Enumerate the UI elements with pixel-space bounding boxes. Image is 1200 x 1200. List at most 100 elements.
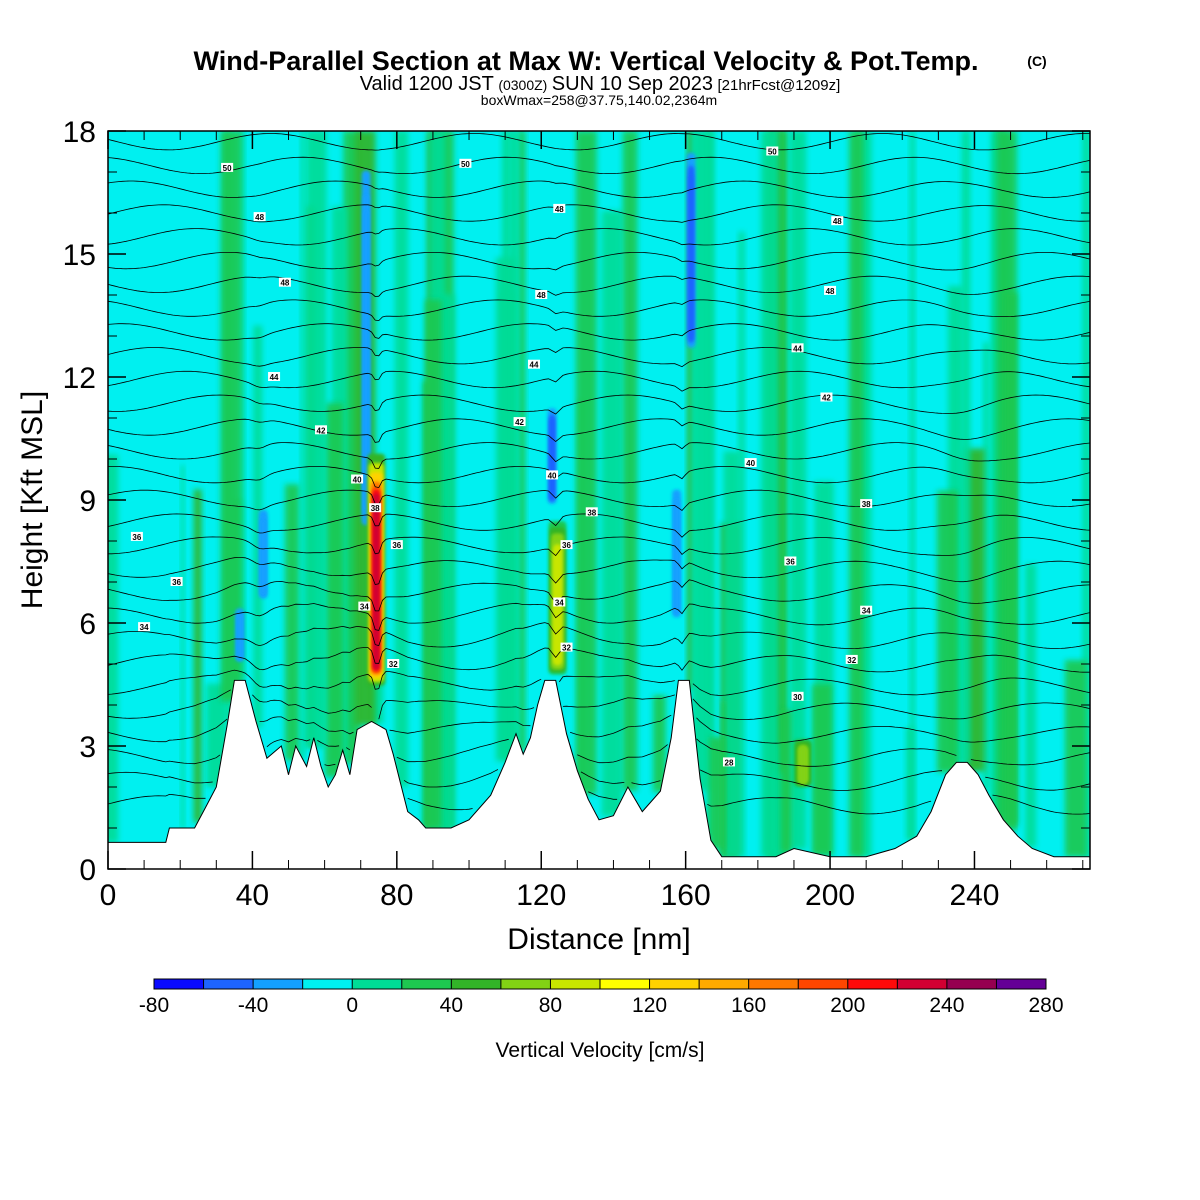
terrain-mask xyxy=(108,679,1090,869)
theta-contour-label: 42 xyxy=(820,392,833,403)
theta-contour-label: 40 xyxy=(546,470,559,480)
velocity-streak xyxy=(305,131,327,748)
updraft-core xyxy=(799,747,807,784)
valid-utc: (0300Z) xyxy=(498,77,547,93)
svg-text:36: 36 xyxy=(172,578,181,587)
svg-text:50: 50 xyxy=(461,160,470,169)
svg-text:36: 36 xyxy=(786,558,795,567)
velocity-streak xyxy=(300,131,305,760)
svg-text:44: 44 xyxy=(793,344,802,353)
svg-text:38: 38 xyxy=(371,504,380,513)
velocity-streak xyxy=(220,131,242,702)
svg-text:48: 48 xyxy=(826,287,835,296)
theta-contour-label: 40 xyxy=(351,474,364,485)
svg-text:32: 32 xyxy=(847,656,856,665)
colorbar-swatch xyxy=(649,979,700,989)
velocity-streak xyxy=(1025,563,1037,848)
colorbar-label: Vertical Velocity [cm/s] xyxy=(496,1039,705,1062)
y-tick-label: 0 xyxy=(79,854,96,887)
theta-contour-label: 32 xyxy=(387,659,400,669)
velocity-streak xyxy=(1082,131,1090,857)
colorbar-swatch xyxy=(203,979,254,989)
svg-text:50: 50 xyxy=(223,164,232,173)
theta-contour xyxy=(108,133,1090,151)
theta-contour-label: 36 xyxy=(560,540,573,550)
x-tick-label: 0 xyxy=(100,879,117,912)
colorbar-tick-label: 80 xyxy=(539,994,562,1017)
x-tick-label: 160 xyxy=(661,879,711,912)
velocity-streak xyxy=(709,737,725,850)
valid-line: Valid 1200 JST (0300Z) SUN 10 Sep 2023 [… xyxy=(360,73,841,95)
theta-contour xyxy=(108,275,1090,298)
colorbar-swatch xyxy=(451,979,502,989)
svg-text:38: 38 xyxy=(587,508,596,517)
velocity-streak xyxy=(180,465,185,828)
velocity-streak xyxy=(1064,660,1087,857)
theta-contour-label: 42 xyxy=(315,425,328,435)
velocity-streak xyxy=(285,484,300,761)
theta-contour-label: 36 xyxy=(390,540,403,550)
velocity-streak xyxy=(501,291,514,756)
svg-text:28: 28 xyxy=(725,758,734,767)
velocity-streak xyxy=(518,131,526,751)
velocity-streak xyxy=(238,131,245,681)
svg-text:48: 48 xyxy=(555,205,564,214)
theta-contour-label: 50 xyxy=(221,162,234,173)
valid-date: SUN 10 Sep 2023 xyxy=(552,73,713,95)
y-tick-label: 6 xyxy=(79,608,96,641)
theta-contour-label: 44 xyxy=(791,343,804,353)
velocity-streak xyxy=(849,131,864,857)
x-tick-label: 120 xyxy=(516,879,566,912)
field-background xyxy=(108,131,1090,869)
downdraft-core xyxy=(674,503,679,612)
colorbar-swatch xyxy=(847,979,898,989)
y-tick-label: 15 xyxy=(63,239,96,272)
svg-text:36: 36 xyxy=(392,541,401,550)
svg-text:36: 36 xyxy=(132,533,141,542)
theta-contour-label: 44 xyxy=(528,359,541,370)
theta-contour-label: 36 xyxy=(784,556,797,567)
velocity-streak xyxy=(706,131,715,837)
velocity-streak xyxy=(394,131,409,787)
theta-contour xyxy=(108,557,1090,585)
chart-title: Wind-Parallel Section at Max W: Vertical… xyxy=(194,46,979,76)
theta-contour xyxy=(108,513,1090,538)
velocity-streak xyxy=(961,131,971,763)
y-axis-label: Height [Kft MSL] xyxy=(16,391,49,609)
colorbar-swatch xyxy=(897,979,948,989)
x-axis-label: Distance [nm] xyxy=(507,923,690,956)
y-tick-label: 18 xyxy=(63,116,96,149)
velocity-streak xyxy=(738,231,745,857)
x-tick-label: 240 xyxy=(949,879,999,912)
theta-contour-label: 48 xyxy=(278,277,291,288)
theta-contour-label: 48 xyxy=(831,216,844,226)
colorbar-swatch xyxy=(600,979,651,989)
theta-contour-label: 32 xyxy=(560,642,573,653)
theta-contour xyxy=(108,394,1090,415)
svg-text:48: 48 xyxy=(280,279,289,288)
svg-text:36: 36 xyxy=(562,541,571,550)
colorbar-tick-label: -40 xyxy=(238,994,268,1017)
colorbar-tick-label: 0 xyxy=(346,994,358,1017)
theta-contour xyxy=(108,714,1090,744)
theta-contour-label: 44 xyxy=(268,372,281,382)
theta-contour xyxy=(108,180,1090,198)
colorbar-swatch xyxy=(154,979,205,989)
colorbar-swatch xyxy=(253,979,304,989)
x-tick-label: 40 xyxy=(236,879,269,912)
svg-text:40: 40 xyxy=(548,471,557,480)
theta-contour-label: 48 xyxy=(253,212,266,222)
theta-contour xyxy=(108,489,1090,512)
colorbar-swatch xyxy=(401,979,452,989)
svg-text:30: 30 xyxy=(793,693,802,702)
downdraft-core xyxy=(237,614,243,660)
theta-contour xyxy=(108,791,1090,815)
colorbar-swatch xyxy=(798,979,849,989)
colorbar-tick-label: -80 xyxy=(139,994,169,1017)
theta-contour-label: 34 xyxy=(553,597,566,608)
svg-text:50: 50 xyxy=(768,148,777,157)
svg-text:44: 44 xyxy=(530,361,539,370)
theta-contour xyxy=(108,204,1090,223)
colorbar-swatch xyxy=(748,979,799,989)
